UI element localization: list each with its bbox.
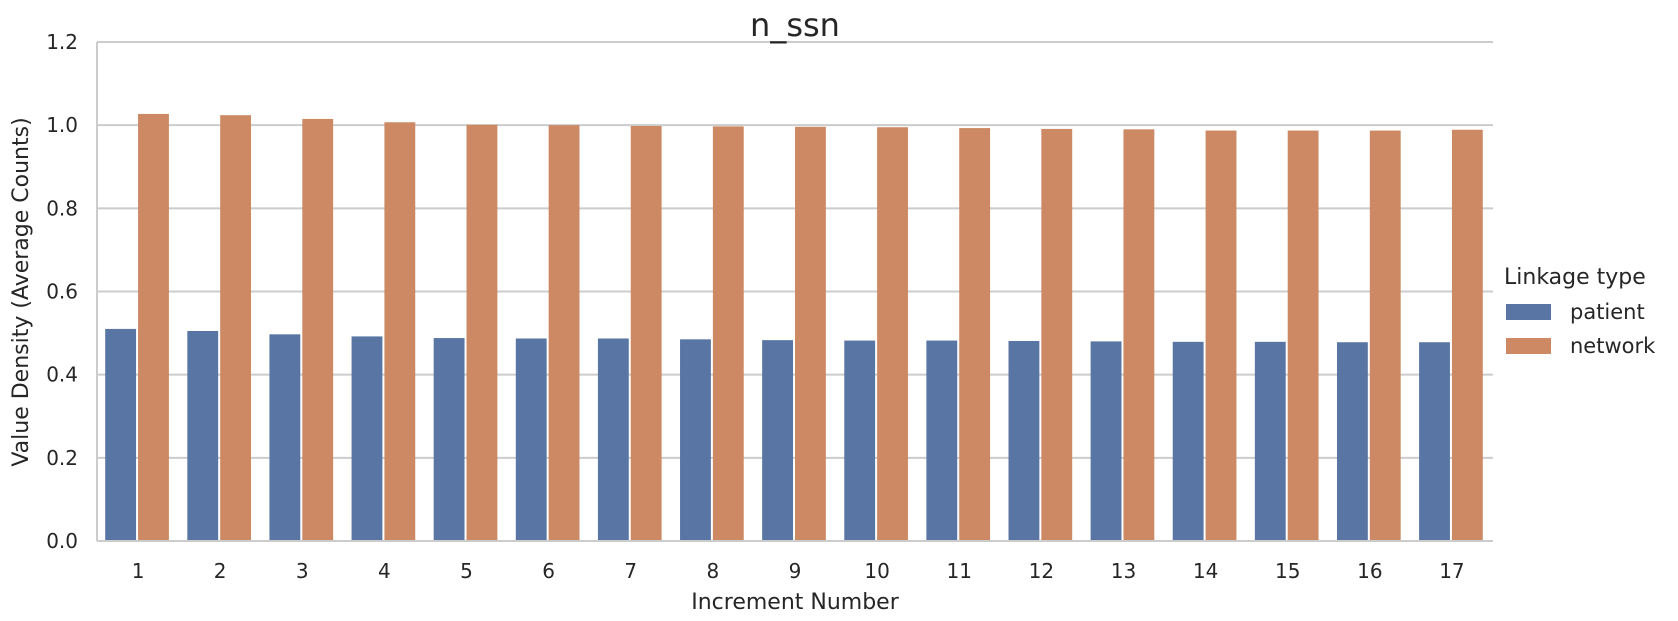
x-tick-label: 3 (296, 559, 309, 583)
x-tick-label: 9 (789, 559, 802, 583)
y-tick-label: 0.8 (46, 196, 78, 220)
bars (105, 113, 1483, 542)
y-tick-label: 1.0 (46, 113, 78, 137)
bar-patient (926, 340, 958, 541)
x-tick-label: 11 (947, 559, 972, 583)
bar-network (1041, 128, 1073, 541)
bar-patient (187, 331, 219, 541)
legend-title: Linkage type (1504, 265, 1646, 290)
y-tick-label: 0.4 (46, 363, 78, 387)
bar-patient (1172, 341, 1204, 541)
legend-label: network (1570, 334, 1656, 358)
legend-swatch (1506, 304, 1551, 320)
bar-network (959, 128, 991, 541)
y-tick-label: 0.2 (46, 446, 78, 470)
bar-network (630, 125, 662, 541)
x-tick-label: 5 (460, 559, 473, 583)
y-tick-label: 1.2 (46, 30, 78, 54)
bar-network (1369, 130, 1401, 541)
x-tick-label: 2 (214, 559, 227, 583)
bar-patient (1254, 341, 1286, 541)
legend-swatch (1506, 338, 1551, 354)
bar-patient (844, 340, 876, 541)
x-tick-label: 4 (378, 559, 391, 583)
bar-patient (597, 338, 629, 541)
bar-network (220, 115, 252, 541)
bar-network (138, 113, 169, 542)
bar-network (1451, 129, 1483, 541)
bar-patient (433, 338, 465, 541)
x-tick-label: 8 (707, 559, 720, 583)
x-tick-label: 12 (1029, 559, 1054, 583)
bar-network (548, 125, 580, 542)
bar-network (1123, 129, 1155, 541)
bar-patient (680, 339, 711, 541)
y-tick-label: 0.0 (46, 529, 78, 553)
bar-patient (1336, 342, 1368, 541)
axes (96, 42, 1493, 542)
bar-network (795, 126, 826, 541)
bar-patient (105, 328, 137, 541)
bar-patient (1419, 342, 1450, 541)
bar-network (302, 118, 334, 541)
y-tick-label: 0.6 (46, 280, 78, 304)
bar-patient (515, 338, 547, 541)
bar-patient (1008, 340, 1040, 541)
x-tick-label: 6 (542, 559, 555, 583)
legend: Linkage type patient network (1504, 265, 1656, 358)
x-tick-label: 7 (624, 559, 637, 583)
y-tick-labels: 0.0 0.2 0.4 0.6 0.8 1.0 1.2 (46, 30, 78, 553)
bar-network (712, 126, 744, 541)
x-tick-label: 14 (1193, 559, 1218, 583)
x-tick-label: 15 (1275, 559, 1300, 583)
bar-network (1287, 130, 1319, 541)
x-tick-labels: 1 2 3 4 5 6 7 8 9 10 11 12 13 14 15 16 17 (132, 559, 1465, 583)
bar-network (384, 122, 416, 542)
x-tick-label: 17 (1439, 559, 1464, 583)
chart-title: n_ssn (750, 6, 840, 44)
x-tick-label: 16 (1357, 559, 1382, 583)
bar-patient (351, 336, 383, 541)
bar-patient (762, 340, 793, 541)
x-axis-label: Increment Number (691, 590, 899, 615)
bar-patient (269, 334, 301, 541)
x-tick-label: 13 (1111, 559, 1136, 583)
legend-label: patient (1570, 300, 1645, 324)
bar-patient (1090, 341, 1122, 541)
bar-network (466, 124, 498, 542)
bar-network (1205, 130, 1237, 541)
y-axis-label: Value Density (Average Counts) (9, 117, 34, 466)
x-tick-label: 10 (864, 559, 889, 583)
x-tick-label: 1 (132, 559, 145, 583)
bar-network (877, 127, 908, 541)
